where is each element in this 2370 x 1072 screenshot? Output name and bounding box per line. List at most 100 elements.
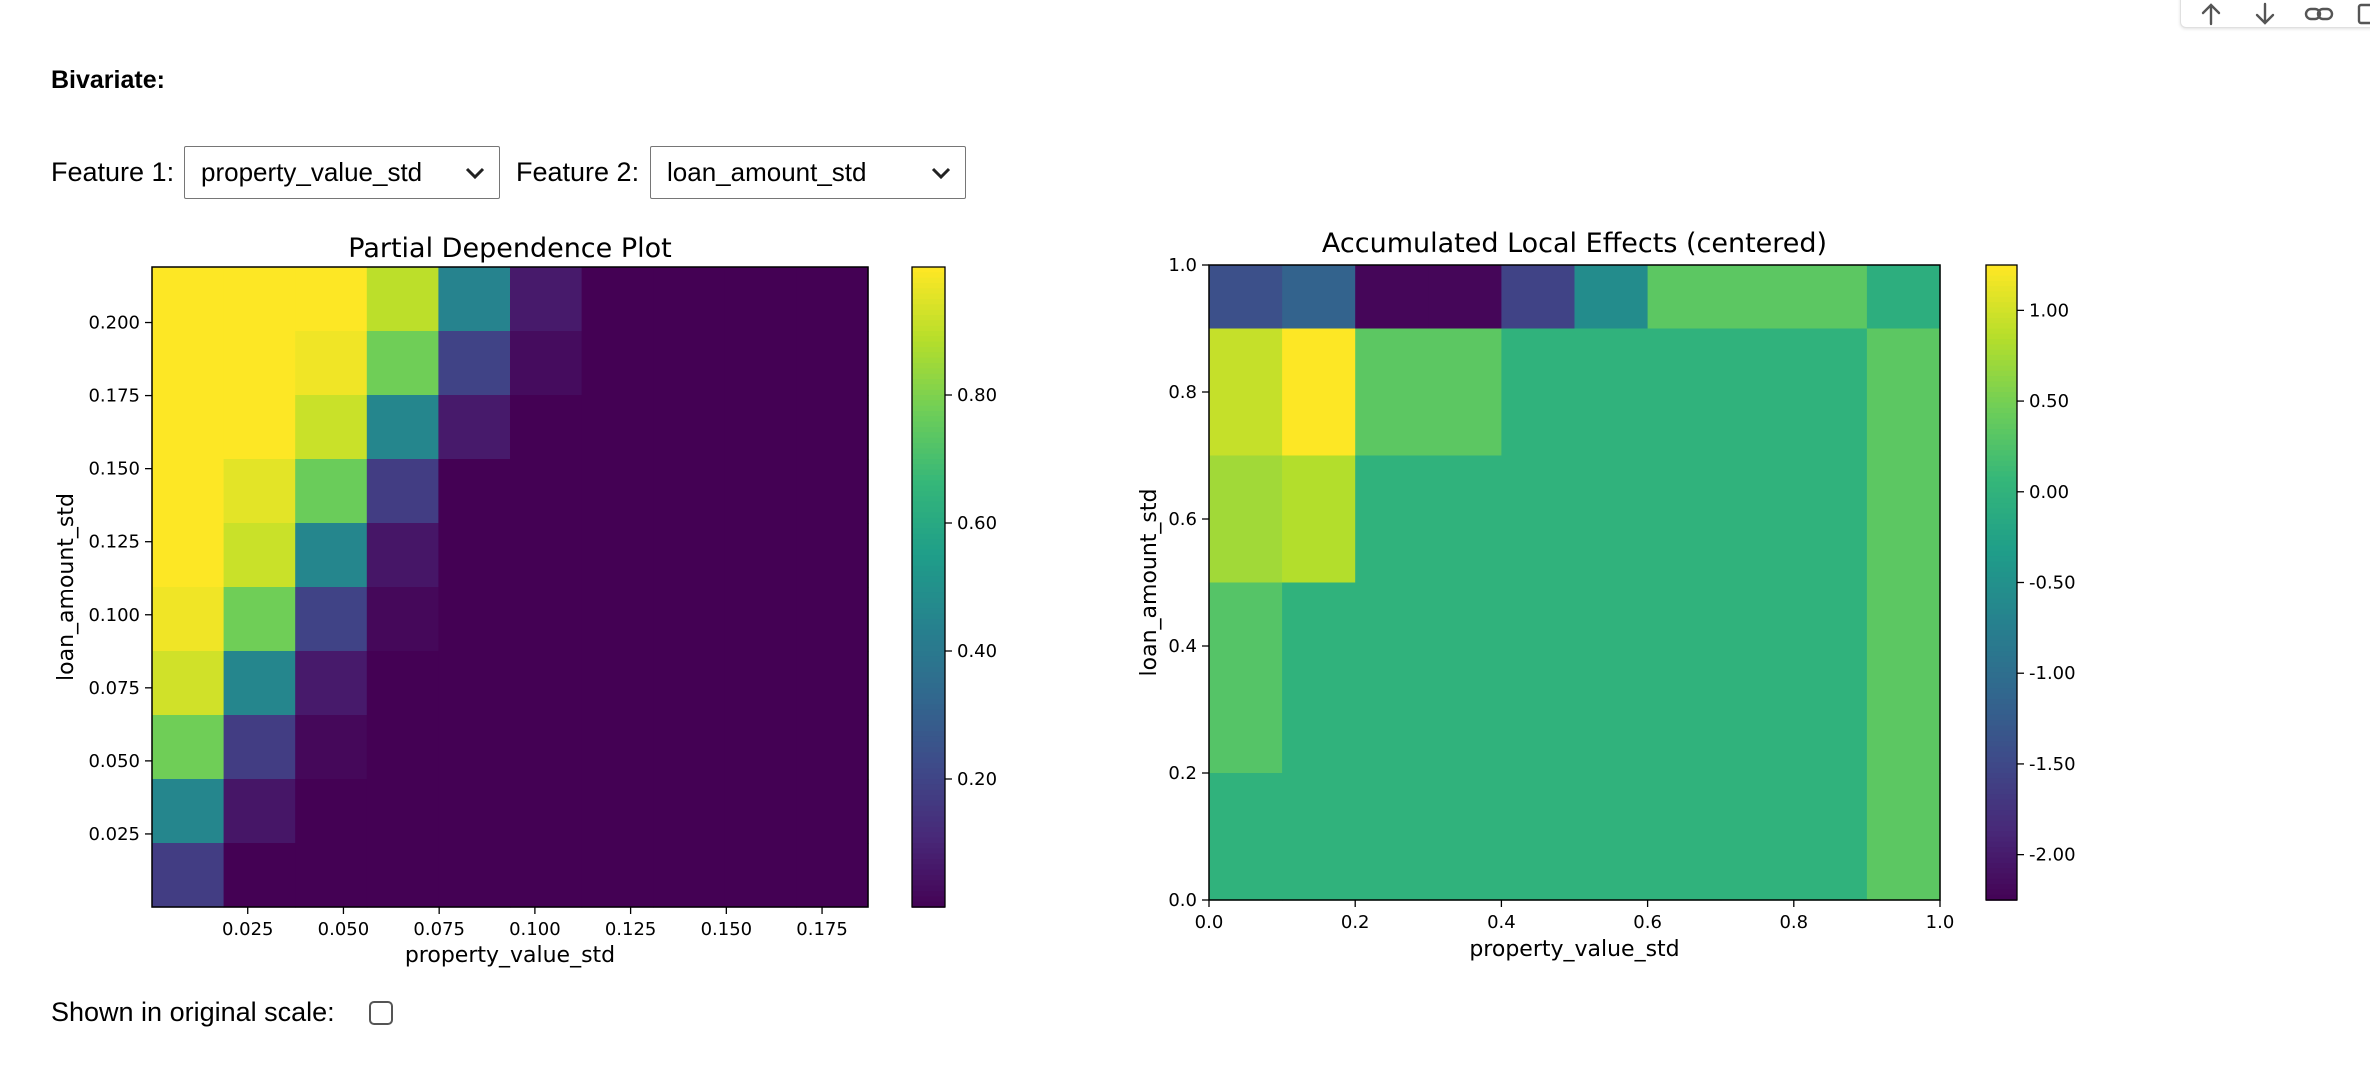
original-scale-checkbox[interactable] — [369, 1001, 393, 1025]
colorbar-step — [912, 677, 945, 684]
x-tick-label: 0.6 — [1633, 912, 1662, 933]
feature2-select[interactable]: loan_amount_std — [650, 146, 966, 199]
heatmap-cell — [1647, 328, 1722, 457]
colorbar-step — [1986, 862, 2017, 870]
colorbar-step — [1986, 836, 2017, 843]
heatmap-cell — [295, 267, 368, 332]
chevron-down-icon — [465, 167, 485, 180]
colorbar-step — [1986, 450, 2017, 457]
heatmap-cell — [796, 779, 869, 844]
colorbar-step — [1986, 497, 2017, 504]
heatmap-cell — [1428, 582, 1502, 774]
colorbar-step — [1986, 804, 2017, 811]
colorbar-step — [912, 320, 945, 327]
colorbar-step — [1986, 471, 2017, 478]
colorbar-step — [912, 859, 945, 866]
heatmap-cell — [796, 331, 869, 396]
heatmap-cell — [1574, 773, 1649, 901]
heatmap-cell — [581, 267, 654, 332]
move-down-button[interactable] — [2245, 0, 2285, 29]
colorbar-step — [912, 853, 945, 860]
colorbar-step — [912, 773, 945, 780]
colorbar-step — [1986, 487, 2017, 494]
x-tick-label: 0.2 — [1341, 912, 1370, 933]
y-axis-label: loan_amount_std — [1137, 489, 1162, 677]
heatmap-cell — [510, 523, 583, 588]
colorbar-step — [912, 448, 945, 455]
colorbar-step — [1986, 582, 2017, 589]
colorbar-step — [912, 373, 945, 380]
feature1-select[interactable]: property_value_std — [184, 146, 500, 199]
colorbar-step — [1986, 873, 2017, 880]
colorbar-step — [1986, 661, 2017, 668]
heatmap-cell — [295, 395, 368, 460]
colorbar-step — [912, 811, 945, 818]
colorbar-step — [1986, 709, 2017, 716]
colorbar-step — [1986, 587, 2017, 594]
heatmap-cell — [581, 523, 654, 588]
heatmap-cell — [796, 843, 869, 908]
colorbar-step — [912, 523, 945, 530]
colorbar-step — [912, 667, 945, 674]
colorbar-step — [912, 571, 945, 578]
colorbar-step — [1986, 354, 2017, 362]
colorbar-step — [1986, 868, 2017, 875]
colorbar-step — [1986, 640, 2017, 647]
colorbar-step — [912, 896, 945, 903]
heatmap-cell — [366, 459, 439, 524]
heatmap-cell — [438, 715, 511, 780]
section-title: Bivariate: — [51, 66, 165, 94]
heatmap-cell — [223, 843, 296, 908]
colorbar-step — [912, 837, 945, 844]
link-button[interactable] — [2299, 0, 2339, 29]
colorbar-step — [1986, 884, 2017, 891]
heatmap-cell — [1574, 265, 1649, 330]
heatmap-cell — [1282, 455, 1356, 584]
colorbar-step — [1986, 317, 2017, 325]
colorbar-step — [1986, 534, 2017, 541]
feature1-value: property_value_std — [201, 157, 423, 187]
heatmap-cell — [152, 715, 225, 780]
colorbar-step — [912, 736, 945, 743]
colorbar-step — [1986, 614, 2017, 621]
heatmap-cell — [152, 395, 225, 460]
colorbar-step — [1986, 333, 2017, 340]
chart1: 0.025 0.050 0.075 0.100 0.125 0.150 0.175 0.025… — [54, 233, 997, 968]
colorbar-step — [1986, 778, 2017, 785]
colorbar-step — [912, 293, 945, 300]
colorbar-step — [912, 267, 945, 274]
colorbar-step — [1986, 323, 2017, 330]
colorbar-step — [912, 389, 945, 396]
heatmap-cell — [1720, 773, 1795, 901]
move-up-button[interactable] — [2191, 0, 2231, 29]
heatmap-cell — [1720, 455, 1795, 584]
more-button[interactable] — [2347, 0, 2370, 29]
heatmap-cell — [1720, 582, 1795, 774]
colorbar-tick-label: -0.50 — [2029, 573, 2076, 594]
colorbar-step — [912, 699, 945, 706]
colorbar-step — [912, 747, 945, 754]
heatmap-cell — [438, 587, 511, 652]
y-tick-label: 0.2 — [1168, 763, 1197, 784]
heatmap-cell — [152, 779, 225, 844]
heatmap-cell — [366, 651, 439, 716]
colorbar-step — [912, 368, 945, 375]
colorbar-step — [912, 635, 945, 642]
colorbar-step — [912, 325, 945, 332]
y-tick-label: 0.050 — [88, 751, 140, 772]
heatmap-cell — [1647, 455, 1722, 584]
heatmap-cell — [724, 459, 797, 524]
colorbar-step — [912, 299, 945, 306]
y-tick-label: 0.0 — [1168, 890, 1197, 911]
heatmap-cell — [1282, 582, 1356, 774]
heatmap-cell — [653, 587, 726, 652]
heatmap-cell — [152, 267, 225, 332]
colorbar-step — [912, 539, 945, 546]
colorbar-step — [1986, 503, 2017, 510]
colorbar-step — [912, 741, 945, 748]
colorbar-step — [1986, 857, 2017, 864]
colorbar-step — [912, 443, 945, 450]
heatmap-cell — [1501, 773, 1576, 901]
colorbar-step — [1986, 540, 2017, 547]
